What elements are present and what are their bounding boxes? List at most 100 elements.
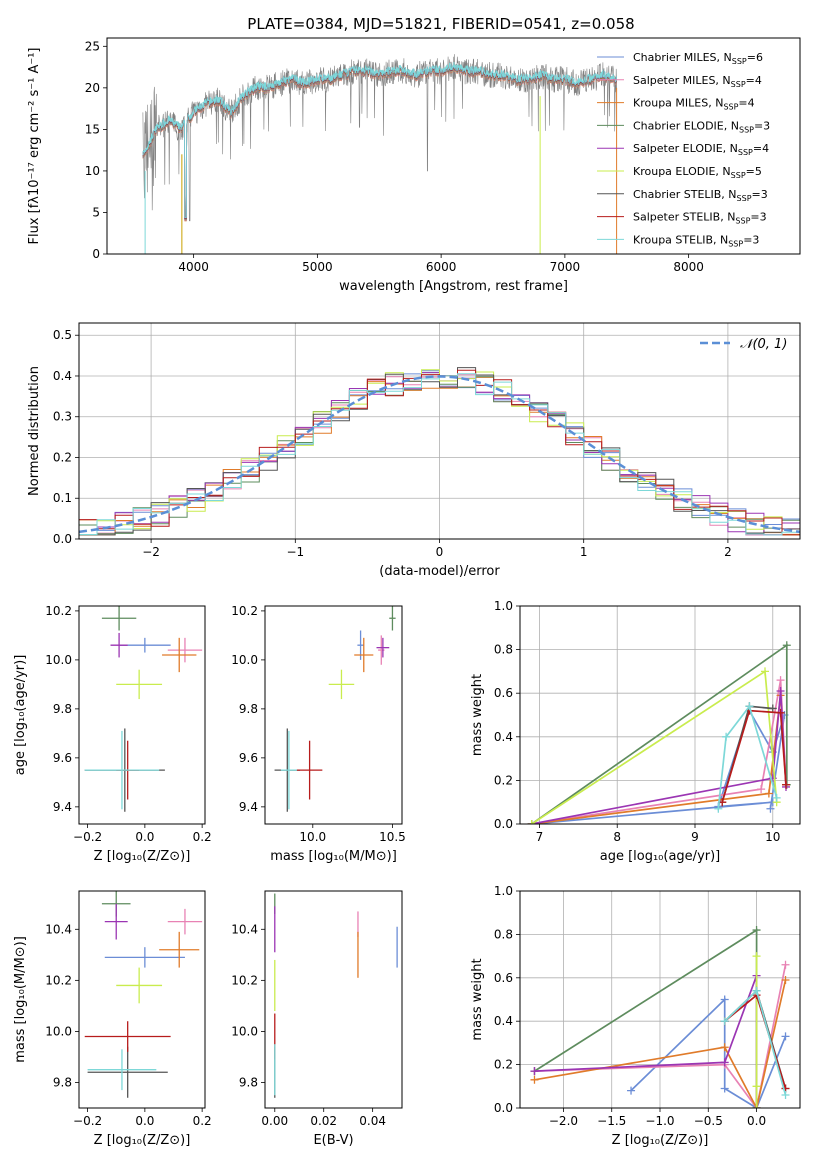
y-tick-label: 10.0	[45, 1024, 72, 1038]
weight-marker	[720, 1058, 729, 1067]
weight-marker	[752, 952, 761, 961]
weight-marker	[781, 1032, 790, 1041]
x-axis-label: mass [log₁₀(M/M⊙)]	[270, 849, 397, 864]
x-tick-label: 0	[436, 545, 444, 559]
x-axis-label: (data-model)/error	[379, 564, 500, 579]
weight-marker	[720, 1017, 729, 1026]
x-axis-label: age [log₁₀(age/yr)]	[600, 849, 721, 864]
x-tick-label: 0.0	[747, 1114, 766, 1128]
age_vs_mass-marks	[274, 606, 396, 812]
errorbar-point	[101, 606, 137, 631]
x-tick-label: 0.0	[135, 830, 154, 844]
weight-line	[721, 709, 787, 803]
errorbar-point	[376, 637, 390, 658]
weight-line	[717, 704, 778, 809]
errorbar-point	[296, 740, 323, 800]
y-tick-label: 10.2	[231, 973, 258, 987]
y-tick-label: 10.2	[231, 604, 258, 618]
axes-frame	[519, 890, 801, 1109]
y-tick-label: 0.2	[53, 450, 72, 464]
errorbar-point	[116, 967, 163, 1004]
y-tick-label: 0.1	[53, 491, 72, 505]
weight_vs_age-marks	[527, 641, 791, 824]
x-tick-label: 7000	[550, 260, 581, 274]
x-tick-label: 0.2	[193, 830, 212, 844]
y-axis-label: mass [log₁₀(M/M⊙)]	[13, 936, 28, 1063]
x-tick-label: −1	[286, 545, 304, 559]
x-tick-label: −2.0	[549, 1114, 578, 1128]
y-tick-label: 10.4	[45, 922, 72, 936]
y-axis-label: Flux [fλ10⁻¹⁷ erg cm⁻² s⁻¹ A⁻¹]	[27, 48, 42, 245]
plot-area	[79, 891, 205, 1108]
y-axis-label: mass weight	[470, 674, 485, 756]
residuals-axes: −2 −1 0 1 2 0.0 0.1 0.2 0.3 0.4 0.5 (data-model)/er…	[27, 322, 801, 579]
y-tick-label: 0.4	[494, 1014, 513, 1028]
errorbar-point	[104, 903, 128, 940]
x-tick-label: 10.0	[299, 830, 326, 844]
x-tick-label: −1.5	[597, 1114, 626, 1128]
y-tick-label: 9.4	[239, 800, 258, 814]
spectrum-legend: Chabrier MILES, NSSP=6 Salpeter MILES, NS…	[597, 51, 770, 248]
y-tick-label: 10.4	[231, 922, 258, 936]
x-tick-label: 8000	[673, 260, 704, 274]
plots-root: 4000 5000 6000 7000 80000510152025wavelength…	[13, 37, 801, 1148]
errorbar-point	[162, 637, 197, 673]
axes-frame	[264, 605, 403, 825]
y-tick-label: 10	[85, 164, 100, 178]
y-axis-label: mass weight	[470, 958, 485, 1040]
legend-label: Chabrier MILES, NSSP=6	[633, 51, 763, 66]
weight-marker	[781, 1090, 790, 1099]
y-tick-label: 10.0	[231, 1024, 258, 1038]
weight-marker	[772, 793, 781, 802]
x-tick-label: 0.2	[193, 1114, 212, 1128]
x-tick-label: −1.0	[645, 1114, 674, 1128]
legend-label: Salpeter MILES, NSSP=4	[633, 74, 762, 89]
y-tick-label: 10.0	[231, 653, 258, 667]
weight-marker	[782, 641, 791, 650]
legend-label: Salpeter ELODIE, NSSP=4	[633, 142, 769, 157]
weight-marker	[766, 804, 775, 813]
axes-frame	[106, 37, 801, 255]
axes-frame	[78, 890, 206, 1109]
y-tick-label: 1.0	[494, 599, 513, 613]
weight_vs_age-axes: 7 8 9 10 0.0 0.2 0.4 0.6 0.8 1.0 age [log₁₀(age/yr…	[470, 599, 801, 864]
y-tick-label: 0.0	[53, 532, 72, 546]
y-tick-label: 0.2	[494, 1058, 513, 1072]
legend-label: Chabrier STELIB, NSSP=3	[633, 188, 768, 203]
x-tick-label: 8	[613, 830, 621, 844]
errorbar-point	[84, 1021, 171, 1052]
y-tick-label: 0.0	[494, 817, 513, 831]
errorbar-point	[167, 637, 203, 663]
x-tick-label: 2	[724, 545, 732, 559]
y-tick-label: 9.4	[53, 800, 72, 814]
errorbar-point	[87, 1049, 157, 1091]
weight-marker	[720, 1084, 729, 1093]
axes-frame	[78, 322, 801, 540]
weight-marker	[776, 687, 785, 696]
errorbar-point	[104, 947, 185, 968]
weight-marker	[781, 975, 790, 984]
weight-marker	[782, 780, 790, 789]
x-tick-label: −0.2	[73, 830, 102, 844]
y-tick-label: 15	[85, 122, 100, 136]
weight-marker	[781, 960, 790, 969]
spectrum-model-line	[142, 61, 617, 218]
mass_vs_ebv-axes: 0.00 0.02 0.04 9.8 10.0 10.2 10.4 E(B-V)	[231, 890, 403, 1148]
errorbar-point	[84, 730, 160, 810]
y-tick-label: 0.8	[494, 927, 513, 941]
y-tick-label: 0	[92, 247, 100, 261]
x-tick-label: 7	[536, 830, 544, 844]
errorbar-point	[110, 632, 128, 658]
legend-label: Salpeter STELIB, NSSP=3	[633, 211, 767, 226]
y-tick-label: 0.8	[494, 643, 513, 657]
weight-marker	[527, 820, 536, 824]
weight-marker	[722, 732, 731, 741]
x-axis-label: Z [log₁₀(Z/Z⊙)]	[612, 1133, 709, 1148]
weight-marker	[720, 1043, 729, 1052]
y-tick-label: 0.2	[494, 773, 513, 787]
weight-marker	[714, 804, 723, 813]
x-tick-label: 0.0	[135, 1114, 154, 1128]
weight-marker	[752, 1082, 761, 1091]
normal-curve	[79, 375, 800, 534]
